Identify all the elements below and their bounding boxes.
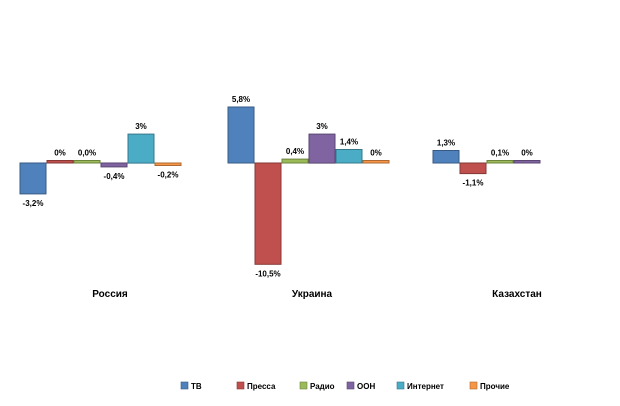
value-label-Россия-ООН: -0,4% xyxy=(104,172,125,181)
category-label-Казахстан: Казахстан xyxy=(492,289,542,300)
value-label-Россия-Прочие: -0,2% xyxy=(158,171,179,180)
category-labels-layer: Россия Украина Казахстан xyxy=(92,289,542,300)
bar-Украина-Пресса xyxy=(254,162,282,265)
value-labels-layer: -3,2% 0% 0,0% -0,4% 3% -0,2% 5,8% -10,5% 0,4% 3% 1… xyxy=(23,95,533,278)
legend-swatch-Радио xyxy=(299,381,308,390)
bar-Казахстан-ООН xyxy=(513,160,541,164)
bar-Казахстан-Пресса xyxy=(459,162,487,175)
bar-Украина-Интернет xyxy=(335,149,363,164)
value-label-Украина-ТВ: 5,8% xyxy=(232,95,250,104)
legend-label-Интернет: Интернет xyxy=(407,382,444,391)
legend-swatch-Прочие xyxy=(469,381,478,390)
legend-label-ТВ: ТВ xyxy=(191,382,202,391)
category-label-Украина: Украина xyxy=(292,289,333,300)
value-label-Россия-Интернет: 3% xyxy=(135,122,147,131)
legend: ТВ Пресса Радио ООН Интернет Прочие xyxy=(180,381,510,391)
legend-label-ООН: ООН xyxy=(357,382,375,391)
bars-layer xyxy=(19,106,541,265)
value-label-Украина-Радио: 0,4% xyxy=(286,147,304,156)
legend-swatch-ООН xyxy=(346,381,355,390)
bar-Россия-ТВ xyxy=(19,162,47,195)
legend-swatch-ТВ xyxy=(180,381,189,390)
value-label-Казахстан-Пресса: -1,1% xyxy=(463,179,484,188)
bar-Россия-Интернет xyxy=(127,133,155,164)
legend-label-Пресса: Пресса xyxy=(247,382,276,391)
category-label-Россия: Россия xyxy=(92,289,128,300)
bar-Украина-ТВ xyxy=(227,106,255,164)
value-label-Украина-ООН: 3% xyxy=(316,122,328,131)
value-label-Украина-Прочие: 0% xyxy=(370,149,382,158)
value-label-Казахстан-ТВ: 1,3% xyxy=(437,139,455,148)
value-label-Украина-Интернет: 1,4% xyxy=(340,138,358,147)
value-label-Россия-ТВ: -3,2% xyxy=(23,199,44,208)
bar-Россия-Радио xyxy=(73,160,101,164)
legend-label-Радио: Радио xyxy=(310,382,335,391)
value-label-Россия-Пресса: 0% xyxy=(54,149,66,158)
bar-Казахстан-ТВ xyxy=(432,150,460,164)
bar-Россия-Прочие xyxy=(154,162,182,166)
legend-label-Прочие: Прочие xyxy=(480,382,510,391)
legend-swatch-Пресса xyxy=(236,381,245,390)
bar-Украина-Радио xyxy=(281,158,309,164)
bar-Россия-Пресса xyxy=(46,160,74,164)
bar-Россия-ООН xyxy=(100,162,128,168)
value-label-Россия-Радио: 0,0% xyxy=(78,149,96,158)
value-label-Украина-Пресса: -10,5% xyxy=(255,269,280,278)
bar-Украина-Прочие xyxy=(362,160,390,164)
value-label-Казахстан-Радио: 0,1% xyxy=(491,149,509,158)
bar-Казахстан-Радио xyxy=(486,160,514,164)
value-label-Казахстан-ООН: 0% xyxy=(521,149,533,158)
bar-Украина-ООН xyxy=(308,133,336,164)
legend-swatch-Интернет xyxy=(396,381,405,390)
